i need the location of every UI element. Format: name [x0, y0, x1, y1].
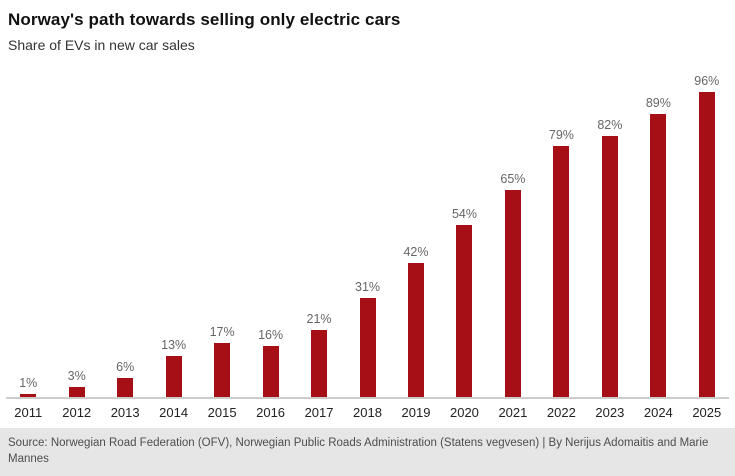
bar: [650, 113, 667, 397]
bar: [601, 135, 618, 397]
bar: [117, 377, 134, 397]
x-axis-tick-label: 2012: [62, 404, 92, 420]
bar-value-label: 21%: [306, 311, 332, 326]
bar-column: 16%: [246, 328, 294, 397]
x-axis-tick-label: 2011: [14, 404, 43, 420]
bar: [504, 189, 521, 397]
x-axis-tick-label: 2023: [595, 404, 625, 420]
bar-column: 42%: [392, 245, 440, 397]
bar-value-label: 17%: [209, 324, 235, 339]
bar-column: 54%: [440, 207, 488, 397]
bar-column: 17%: [198, 325, 246, 397]
bar: [262, 345, 279, 397]
bar-value-label: 31%: [355, 279, 381, 294]
bar-column: 13%: [149, 338, 197, 397]
x-axis-tick-label: 2022: [546, 404, 576, 420]
bar-value-label: 89%: [645, 95, 671, 110]
x-axis-line: [6, 396, 729, 399]
bar-value-label: 82%: [597, 117, 623, 132]
chart-subtitle: Share of EVs in new car sales: [8, 37, 195, 53]
bar-value-label: 3%: [67, 368, 86, 383]
bar-column: 96%: [683, 74, 731, 397]
bar-value-label: 65%: [500, 171, 526, 186]
bar-column: 89%: [634, 96, 682, 397]
bar-column: 79%: [537, 128, 585, 397]
bar-column: 65%: [489, 172, 537, 397]
chart-header: Norway's path towards selling only elect…: [0, 0, 735, 53]
x-axis-tick-label: 2021: [498, 404, 528, 420]
source-footer: Source: Norwegian Road Federation (OFV),…: [0, 427, 735, 476]
bar: [311, 329, 328, 397]
x-axis-tick-label: 2019: [401, 404, 431, 420]
bar-column: 3%: [52, 369, 100, 397]
bar-value-label: 1%: [19, 375, 38, 390]
bar: [20, 393, 37, 397]
bar: [553, 145, 570, 397]
bar: [456, 224, 473, 397]
bar-value-label: 16%: [258, 327, 284, 342]
x-axis-tick-label: 2013: [110, 404, 140, 420]
bar: [698, 91, 715, 397]
x-axis-tick-label: 2025: [692, 404, 722, 420]
bar-chart: 1% 3% 6% 13% 17% 16% 21% 31% 42% 54% 65% 79% 82% 89% 9…: [0, 53, 735, 428]
bar-value-label: 54%: [451, 206, 477, 221]
bar-value-label: 42%: [403, 244, 429, 259]
x-axis-tick-label: 2015: [207, 404, 237, 420]
x-axis-labels: 2011 2012 2013 2014 2015 2016 2017 2018 2019 2020…: [4, 399, 731, 428]
x-axis-tick-label: 2020: [449, 404, 479, 420]
bar-column: 31%: [343, 280, 391, 397]
source-text: Source: Norwegian Road Federation (OFV),…: [8, 436, 709, 466]
bar: [359, 297, 376, 397]
bar: [214, 342, 231, 397]
x-axis-tick-label: 2017: [304, 404, 334, 420]
chart-title: Norway's path towards selling only elect…: [8, 10, 401, 29]
bar-value-label: 96%: [694, 73, 720, 88]
bar-value-label: 6%: [116, 359, 135, 374]
bar: [68, 386, 85, 397]
x-axis-tick-label: 2014: [159, 404, 189, 420]
x-axis-tick-label: 2024: [643, 404, 673, 420]
bars-row: 1% 3% 6% 13% 17% 16% 21% 31% 42% 54% 65% 79% 82% 89% 9…: [4, 55, 731, 397]
bar-column: 82%: [586, 118, 634, 397]
x-axis-tick-label: 2016: [256, 404, 286, 420]
x-axis-tick-label: 2018: [353, 404, 382, 420]
bar-column: 6%: [101, 360, 149, 397]
bar-column: 21%: [295, 312, 343, 397]
bar: [165, 355, 182, 397]
bar: [407, 262, 424, 397]
bar-column: 1%: [4, 376, 52, 397]
bar-value-label: 13%: [161, 337, 187, 352]
bar-value-label: 79%: [548, 127, 574, 142]
